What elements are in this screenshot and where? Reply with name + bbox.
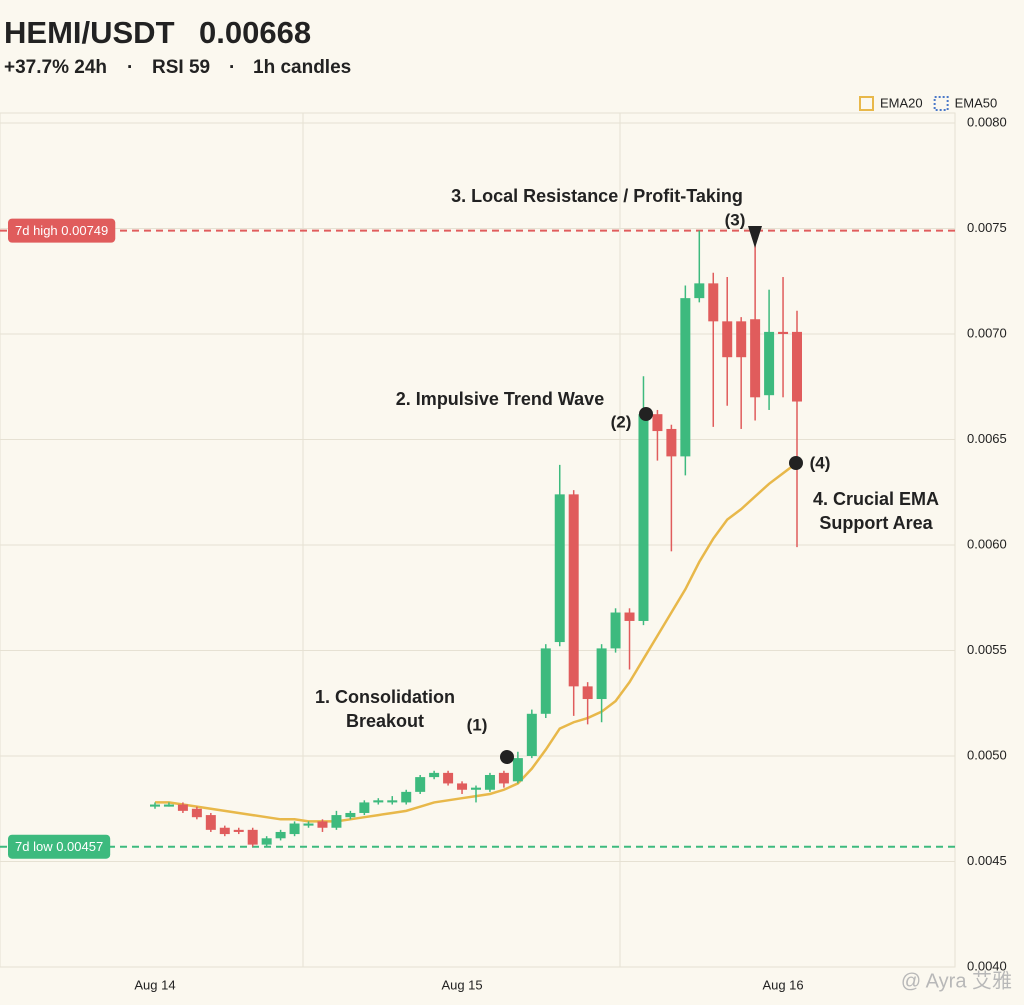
candle-body bbox=[303, 823, 314, 826]
annotation-marker: (2) bbox=[611, 412, 632, 431]
level-badge bbox=[8, 218, 116, 243]
candle-body bbox=[624, 612, 635, 621]
candle-body bbox=[484, 774, 495, 790]
y-tick-label: 0.0040 bbox=[967, 958, 1007, 973]
candle-body bbox=[359, 802, 370, 813]
candle-body bbox=[317, 821, 328, 828]
candle-body bbox=[526, 713, 537, 756]
candle-body bbox=[345, 812, 356, 818]
level-label: 7d low 0.00457 bbox=[15, 839, 103, 854]
candle-body bbox=[666, 428, 677, 457]
candle-body bbox=[792, 331, 802, 402]
annotation-text: 2. Impulsive Trend Wave bbox=[396, 389, 604, 409]
candle-body bbox=[708, 283, 719, 322]
legend-label: EMA50 bbox=[955, 95, 998, 110]
candle-body bbox=[498, 772, 509, 784]
candle-body bbox=[596, 648, 607, 700]
y-tick-label: 0.0080 bbox=[967, 114, 1007, 129]
annotation-text: 1. Consolidation bbox=[315, 687, 455, 707]
annotation-text: 3. Local Resistance / Profit-Taking bbox=[451, 186, 743, 206]
candle-body bbox=[177, 804, 188, 811]
candle-body bbox=[219, 827, 230, 835]
annotation-marker: (3) bbox=[725, 210, 746, 229]
y-tick-label: 0.0070 bbox=[967, 325, 1007, 340]
candle-body bbox=[331, 815, 342, 828]
candle-body bbox=[610, 612, 621, 649]
stat: RSI 59 bbox=[152, 57, 210, 78]
candle-body bbox=[233, 829, 244, 832]
candle-body bbox=[736, 321, 747, 358]
y-tick-label: 0.0060 bbox=[967, 536, 1007, 551]
y-tick-label: 0.0055 bbox=[967, 642, 1007, 657]
candle-body bbox=[540, 648, 551, 714]
annotation-dot bbox=[639, 407, 653, 421]
x-tick-label: Aug 15 bbox=[441, 977, 482, 992]
y-tick-label: 0.0065 bbox=[967, 431, 1007, 446]
candle-body bbox=[764, 331, 775, 396]
candle-body bbox=[429, 772, 440, 778]
separator: · bbox=[127, 57, 133, 78]
candle-body bbox=[150, 804, 160, 807]
separator: · bbox=[229, 57, 235, 78]
candle-body bbox=[275, 831, 286, 839]
stat: +37.7% 24h bbox=[4, 57, 107, 78]
stat: 1h candles bbox=[253, 57, 351, 78]
annotation-text: 4. Crucial EMA bbox=[813, 489, 939, 509]
legend-swatch bbox=[859, 96, 874, 111]
candle-body bbox=[582, 686, 593, 700]
candle-body bbox=[261, 838, 272, 845]
watermark: @ Ayra 艾雅 bbox=[901, 969, 1012, 992]
candle-body bbox=[163, 804, 174, 807]
candle-body bbox=[778, 331, 789, 334]
ema-line bbox=[155, 461, 798, 823]
legend-swatch bbox=[933, 96, 949, 111]
candle-body bbox=[471, 787, 481, 790]
candle-body bbox=[457, 783, 468, 790]
candle-body bbox=[568, 494, 579, 687]
annotation-dot bbox=[789, 456, 803, 470]
y-tick-label: 0.0075 bbox=[967, 220, 1007, 235]
candle-body bbox=[191, 808, 202, 818]
candle-body bbox=[750, 319, 761, 398]
x-tick-label: Aug 14 bbox=[134, 977, 175, 992]
level-badge bbox=[8, 834, 111, 859]
candle-body bbox=[387, 800, 398, 803]
candle-body bbox=[247, 829, 258, 845]
candle-body bbox=[694, 283, 705, 299]
annotation-marker: (1) bbox=[467, 715, 488, 734]
candle-body bbox=[554, 494, 565, 643]
candle-body bbox=[415, 777, 426, 792]
y-tick-label: 0.0050 bbox=[967, 747, 1007, 762]
candle-body bbox=[373, 800, 384, 803]
annotation-dot bbox=[500, 750, 514, 764]
y-tick-label: 0.0045 bbox=[967, 853, 1007, 868]
annotation-text: Support Area bbox=[819, 513, 933, 533]
x-tick-label: Aug 16 bbox=[762, 977, 803, 992]
plot-frame bbox=[0, 112, 956, 968]
candle-body bbox=[680, 298, 691, 457]
candle-body bbox=[512, 758, 523, 782]
legend-label: EMA20 bbox=[880, 95, 923, 110]
candle-body bbox=[401, 791, 412, 803]
candle-body bbox=[652, 414, 663, 432]
candle-body bbox=[205, 815, 216, 830]
price: 0.00668 bbox=[199, 15, 311, 50]
level-label: 7d high 0.00749 bbox=[15, 223, 108, 238]
candle-body bbox=[443, 772, 454, 784]
annotation-pin bbox=[748, 226, 762, 248]
annotation-text: Breakout bbox=[346, 711, 424, 731]
candle-body bbox=[289, 823, 300, 835]
candle-body bbox=[722, 321, 733, 358]
title: HEMI/USDT bbox=[4, 15, 175, 50]
candle-body bbox=[638, 414, 649, 621]
annotation-marker: (4) bbox=[810, 453, 831, 472]
